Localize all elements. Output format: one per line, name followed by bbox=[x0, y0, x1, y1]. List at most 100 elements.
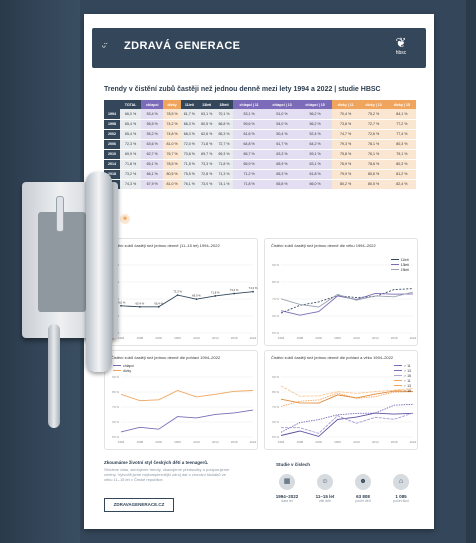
data-label: 71,8 % bbox=[211, 290, 220, 294]
y-tick-label: 90 % bbox=[272, 263, 279, 267]
table-cell: 65,8 % bbox=[265, 179, 299, 190]
table-cell: 72,8 % bbox=[198, 169, 216, 180]
y-tick-label: 50 % bbox=[112, 435, 119, 439]
chart-gender-legend: chlapci dívky bbox=[113, 363, 134, 373]
table-year-cell: 2006 bbox=[104, 139, 120, 150]
y-tick-label: 70 % bbox=[112, 405, 119, 409]
hbsc-emblem-icon: ❦ bbox=[395, 35, 407, 50]
x-tick-label: 1998 bbox=[297, 440, 304, 444]
legend-label: ♂ 13 bbox=[403, 368, 412, 373]
legend-label: ♀ 13 bbox=[403, 383, 412, 388]
x-tick-label: 2018 bbox=[231, 440, 238, 444]
table-cell: 74,1 % bbox=[215, 179, 233, 190]
table-cell: 56,2 % bbox=[298, 119, 332, 130]
x-tick-label: 1998 bbox=[137, 440, 144, 444]
y-tick-label: 80 % bbox=[112, 390, 119, 394]
data-label: 66,0 % bbox=[117, 300, 126, 304]
y-tick-label: 80 % bbox=[272, 390, 279, 394]
website-button[interactable]: ZDRAVAGENERACE.CZ bbox=[104, 498, 174, 512]
stat-children: ☻ 63 808 počet dětí bbox=[346, 474, 380, 503]
series-line bbox=[280, 391, 414, 407]
table-header-cell: 11leti bbox=[180, 100, 199, 109]
table-cell: 53,1 % bbox=[232, 109, 266, 120]
table-cell: 61,7 % bbox=[180, 109, 199, 120]
x-tick-label: 2022 bbox=[410, 336, 417, 340]
legend-item: 13leti bbox=[390, 262, 409, 267]
page-title: Trendy v čistění zubů častěji než jednou… bbox=[104, 86, 381, 93]
x-tick-label: 2014 bbox=[372, 440, 379, 444]
table-cell: 74,2 % bbox=[163, 119, 181, 130]
table-header-cell: chlapci | 15 bbox=[298, 100, 332, 109]
x-tick-label: 2002 bbox=[155, 440, 162, 444]
stat-label: počet dětí bbox=[355, 499, 371, 503]
table-cell: 71,5 % bbox=[180, 159, 199, 170]
table-cell: 72,7 % bbox=[215, 139, 233, 150]
table-cell: 52,4 % bbox=[298, 129, 332, 140]
table-cell: 59,6 % bbox=[232, 119, 266, 130]
y-tick-label: 60 % bbox=[272, 420, 279, 424]
data-point bbox=[176, 294, 179, 296]
table-header-row: TOTAL chlapci dívky 11leti 13leti 15leti chlap… bbox=[104, 100, 416, 109]
data-point bbox=[214, 295, 217, 297]
table-cell: 71,8 % bbox=[232, 179, 266, 190]
table-cell: 71,8 % bbox=[120, 159, 142, 170]
table-cell: 78,6 % bbox=[359, 159, 388, 170]
table-cell: 72,7 % bbox=[359, 119, 388, 130]
table-cell: 64,8 % bbox=[232, 139, 266, 150]
x-tick-label: 2002 bbox=[315, 440, 322, 444]
table-cell: 72,6 % bbox=[359, 129, 388, 140]
stat-label: data let bbox=[281, 499, 293, 503]
x-tick-label: 2018 bbox=[231, 336, 238, 340]
table-cell: 73,3 % bbox=[198, 159, 216, 170]
x-tick-label: 2010 bbox=[353, 440, 360, 444]
data-point bbox=[195, 298, 198, 301]
table-year-cell: 1994 bbox=[104, 109, 120, 120]
legend-item: ♂ 15 bbox=[393, 373, 411, 378]
table-header-cell: dívky | 13 bbox=[359, 100, 388, 109]
table-cell: 63,1 % bbox=[198, 109, 216, 120]
table-cell: 56,5 % bbox=[141, 119, 164, 130]
stat-value: 1994–2022 bbox=[275, 494, 299, 499]
chart-gender-age-svg: 50 % 60 % 70 % 80 % 90 % 1994 1998 2002 2006 2010… bbox=[272, 375, 417, 444]
series-line bbox=[120, 390, 254, 402]
table-header-cell: dívky bbox=[163, 100, 181, 109]
chart-gender-title: Čistění zubů častěji než jednou denně dl… bbox=[111, 355, 221, 360]
table-row: 2018 73,2 % 66,1 % 80,5 % 75,5 % 72,8 % 71,3 %… bbox=[104, 169, 416, 180]
y-tick-label: 70 % bbox=[272, 405, 279, 409]
table-cell: 65,1 % bbox=[141, 159, 164, 170]
table-cell: 61,6 % bbox=[232, 129, 266, 140]
brand-title: ZDRAVÁ GENERACE bbox=[124, 40, 241, 52]
legend-label: dívky bbox=[123, 368, 132, 373]
table-body: 1994 66,0 % 53,4 % 78,5 % 61,7 % 63,1 % 70,1 %… bbox=[104, 109, 416, 190]
table-cell: 53,4 % bbox=[141, 109, 164, 120]
chart-gender-age-legend: ♂ 11 ♂ 13 ♂ 15 ♀ 11 ♀ 13 ♀ 15 bbox=[393, 363, 412, 393]
table-cell: 55,2 % bbox=[141, 129, 164, 140]
x-tick-label: 2018 bbox=[391, 440, 398, 444]
series-line bbox=[280, 412, 414, 437]
x-tick-label: 2010 bbox=[353, 336, 360, 340]
data-point bbox=[233, 292, 236, 295]
data-point bbox=[138, 305, 141, 308]
stat-years: ▦ 1994–2022 data let bbox=[270, 474, 304, 503]
legend-item: ♂ 11 bbox=[393, 363, 412, 368]
table-cell: 61,8 % bbox=[298, 169, 332, 180]
table-cell: 80,5 % bbox=[359, 179, 388, 190]
table-header-cell: TOTAL bbox=[120, 100, 142, 109]
table-cell: 65,7 % bbox=[232, 149, 266, 160]
child-icon: ☺ bbox=[317, 474, 333, 490]
y-tick-label: 60 % bbox=[112, 420, 119, 424]
table-cell: 50,4 % bbox=[265, 129, 299, 140]
legend-item: ♀ 11 bbox=[393, 378, 412, 383]
table-cell: 72,3 % bbox=[120, 139, 142, 150]
table-cell: 75,8 % bbox=[331, 149, 360, 160]
girl-icon: ☻ bbox=[120, 214, 130, 224]
table-cell: 74,7 % bbox=[331, 129, 360, 140]
series-line bbox=[281, 412, 414, 434]
legend-label: 13leti bbox=[400, 262, 409, 267]
table-row: 202274,3 %67,9 %81,0 %76,1 %73,0 %74,1 %… bbox=[104, 179, 416, 190]
legend-item: ♀ 13 bbox=[393, 383, 412, 388]
series-line bbox=[280, 390, 414, 404]
table-cell: 61,7 % bbox=[265, 139, 299, 150]
table-cell: 76,1 % bbox=[359, 149, 388, 160]
ring-lever-handle[interactable] bbox=[86, 172, 112, 372]
